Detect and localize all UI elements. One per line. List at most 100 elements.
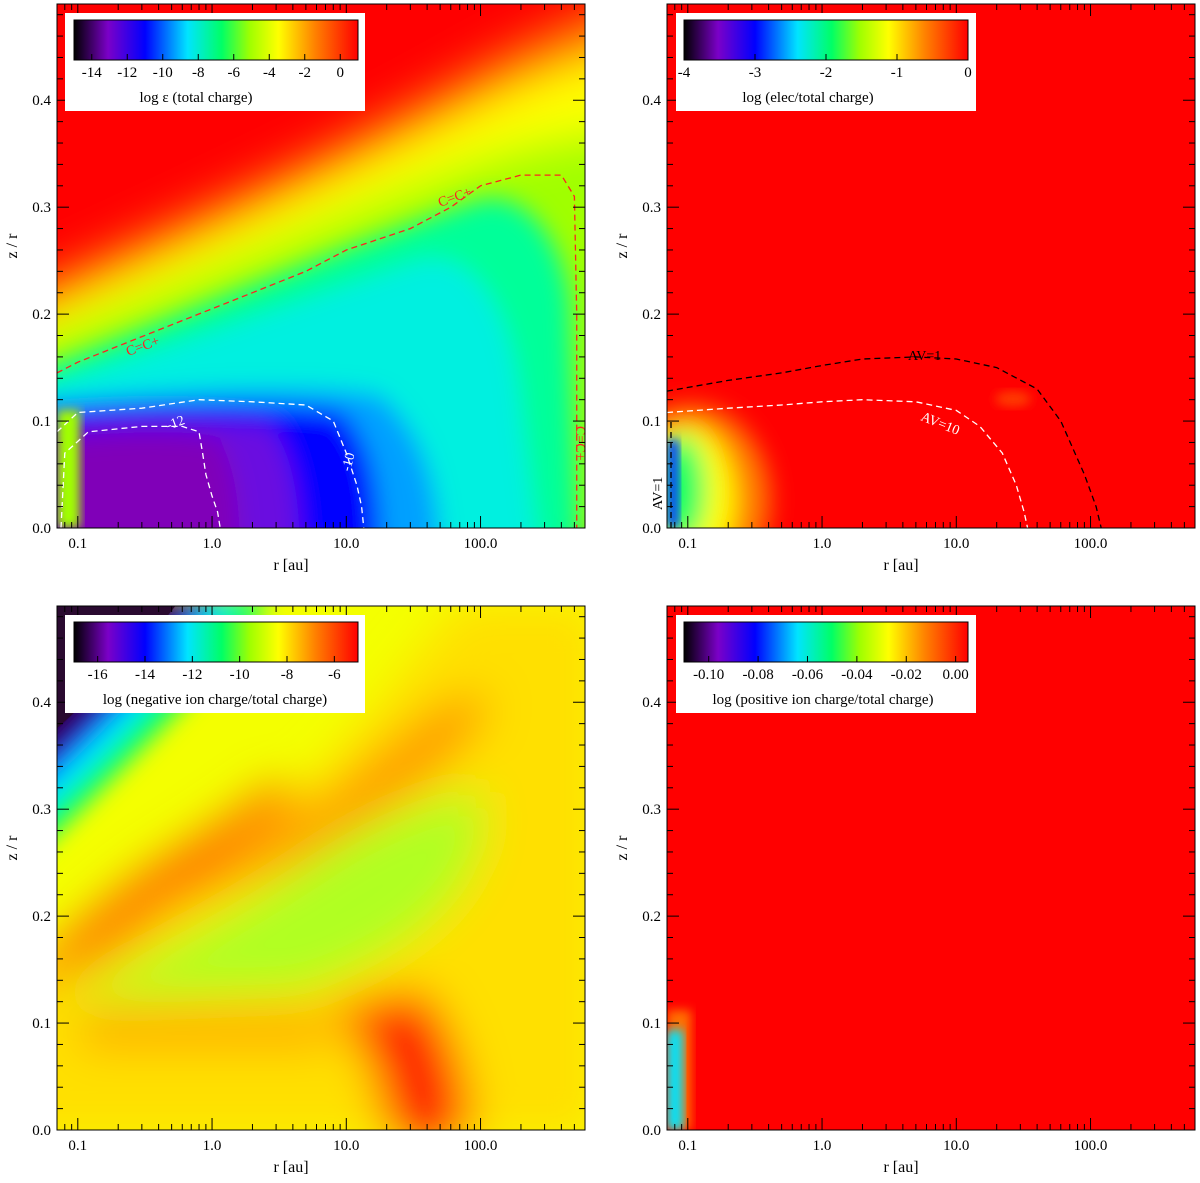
colorbar-tick-label: -12 (117, 65, 137, 81)
colorbar-tick-label: -0.10 (693, 667, 724, 683)
y-axis-label: z / r (614, 233, 631, 259)
panel-total-charge: C=C+ C=C+ C=C+ -12 -10 0.1 1.0 10.0 100.00.… (4, 3, 587, 574)
colorbar-tick-label: 0 (964, 65, 972, 81)
contour-minus10 (57, 399, 365, 528)
x-tick-label: 100.0 (464, 536, 498, 552)
y-tick-label: 0.1 (32, 1016, 51, 1032)
colorbar-label: log (positive ion charge/total charge) (712, 692, 933, 708)
contour-av10 (667, 399, 1029, 528)
y-tick-label: 0.3 (642, 200, 661, 216)
colorbar-positive-ion-charge: -0.10 -0.08 -0.06 -0.04 -0.02 0.00 log (posit… (676, 615, 976, 713)
colorbar-tick-label: -2 (820, 65, 833, 81)
heatmap-total-charge (57, 4, 585, 528)
x-tick-label: 100.0 (1074, 1138, 1108, 1154)
x-axis-label: r [au] (273, 1159, 308, 1176)
y-tick-label: 0.2 (32, 307, 51, 323)
x-tick-label: 10.0 (333, 536, 359, 552)
panel-positive-ion-charge: 0.1 1.0 10.0 100.0 0.0 0.1 0.2 0.3 0.4 r [au] z / … (614, 605, 1196, 1176)
plot-frame (56, 3, 586, 529)
axes-positive-ion-charge: 0.1 1.0 10.0 100.0 0.0 0.1 0.2 0.3 0.4 r [au] z / … (614, 605, 1196, 1176)
panel-negative-ion-charge: 0.1 1.0 10.0 100.0 0.0 0.1 0.2 0.3 0.4 r [au] z / … (4, 605, 586, 1176)
contour-av1 (667, 356, 1102, 528)
y-tick-label: 0.0 (642, 1123, 661, 1139)
x-tick-label: 1.0 (813, 536, 832, 552)
x-tick-label: 10.0 (943, 1138, 969, 1154)
contour-label-minus12: -12 (164, 413, 187, 433)
axes-negative-ion-charge: 0.1 1.0 10.0 100.0 0.0 0.1 0.2 0.3 0.4 r [au] z / … (4, 605, 586, 1176)
colorbar-tick-label: 0 (337, 65, 345, 81)
colorbar-electron-charge: -4 -3 -2 -1 0 log (elec/total charge) (676, 13, 976, 111)
contour-label-cplus: C=C+ (572, 426, 587, 461)
x-tick-label: 0.1 (68, 536, 87, 552)
plot-frame (666, 605, 1196, 1131)
y-tick-label: 0.4 (642, 93, 661, 109)
colorbar-tick-label: -4 (263, 65, 276, 81)
colorbar-gradient (683, 19, 969, 61)
x-tick-label: 10.0 (943, 536, 969, 552)
colorbar-label: log ε (total charge) (139, 90, 252, 106)
colorbar-tick-label: -14 (135, 667, 155, 683)
contour-label-av1: AV=1 (908, 349, 941, 364)
colorbar-tick-label: -0.04 (841, 667, 873, 683)
colorbar-tick-label: -0.02 (891, 667, 922, 683)
colorbar-tick-label: -12 (182, 667, 202, 683)
colorbar-tick-label: -6 (228, 65, 241, 81)
y-axis-label: z / r (4, 233, 21, 259)
x-tick-label: 10.0 (333, 1138, 359, 1154)
colorbar-negative-ion-charge: -16 -14 -12 -10 -8 -6 log (negative ion charg… (65, 615, 365, 713)
plot-frame (666, 3, 1196, 529)
colorbar-label: log (elec/total charge) (742, 90, 873, 106)
y-tick-label: 0.0 (32, 1123, 51, 1139)
colorbar-tick-label: -1 (891, 65, 904, 81)
y-tick-label: 0.4 (32, 93, 51, 109)
x-axis-label: r [au] (883, 557, 918, 574)
y-tick-label: 0.1 (642, 414, 661, 430)
contour-label-minus10: -10 (339, 451, 358, 473)
colorbar-gradient (73, 19, 359, 61)
x-axis-label: r [au] (883, 1159, 918, 1176)
y-tick-label: 0.0 (642, 521, 661, 537)
x-axis-label: r [au] (273, 557, 308, 574)
x-tick-label: 0.1 (68, 1138, 87, 1154)
colorbar-tick-label: -0.08 (742, 667, 773, 683)
colorbar-tick-label: -16 (88, 667, 108, 683)
y-tick-label: 0.2 (642, 307, 661, 323)
y-tick-label: 0.2 (642, 909, 661, 925)
y-tick-label: 0.1 (642, 1016, 661, 1032)
colorbar-tick-label: -2 (299, 65, 312, 81)
colorbar-tick-label: -14 (82, 65, 102, 81)
colorbar-tick-label: -8 (281, 667, 294, 683)
y-tick-label: 0.2 (32, 909, 51, 925)
colorbar-gradient (683, 621, 969, 663)
contour-label-av1-inner: AV=1 (651, 477, 666, 510)
colorbar-gradient (73, 621, 359, 663)
x-tick-label: 0.1 (678, 536, 697, 552)
colorbar-tick-label: -8 (192, 65, 205, 81)
y-tick-label: 0.3 (642, 802, 661, 818)
colorbar-tick-label: -6 (328, 667, 341, 683)
y-tick-label: 0.4 (32, 695, 51, 711)
y-axis-label: z / r (4, 835, 21, 861)
colorbar-tick-label: 0.00 (943, 667, 969, 683)
plot-frame (56, 605, 586, 1131)
x-tick-label: 1.0 (813, 1138, 832, 1154)
x-tick-label: 1.0 (203, 536, 222, 552)
y-axis-label: z / r (614, 835, 631, 861)
colorbar-tick-label: -4 (678, 65, 691, 81)
x-tick-label: 0.1 (678, 1138, 697, 1154)
colorbar-total-charge: -14 -12 -10 -8 -6 -4 -2 0 log ε (total charge) (65, 13, 365, 111)
x-tick-label: 100.0 (1074, 536, 1108, 552)
colorbar-label: log (negative ion charge/total charge) (103, 692, 327, 708)
y-tick-label: 0.3 (32, 200, 51, 216)
y-tick-label: 0.4 (642, 695, 661, 711)
x-tick-label: 1.0 (203, 1138, 222, 1154)
colorbar-tick-label: -10 (230, 667, 250, 683)
colorbar-tick-label: -3 (749, 65, 762, 81)
x-tick-label: 100.0 (464, 1138, 498, 1154)
colorbar-tick-label: -0.06 (792, 667, 824, 683)
colorbar-tick-label: -10 (153, 65, 173, 81)
y-tick-label: 0.0 (32, 521, 51, 537)
axes-electron-charge: 0.1 1.0 10.0 100.0 0.0 0.1 0.2 0.3 0.4 r [au] z / … (614, 3, 1196, 574)
contour-cplus (57, 174, 578, 528)
